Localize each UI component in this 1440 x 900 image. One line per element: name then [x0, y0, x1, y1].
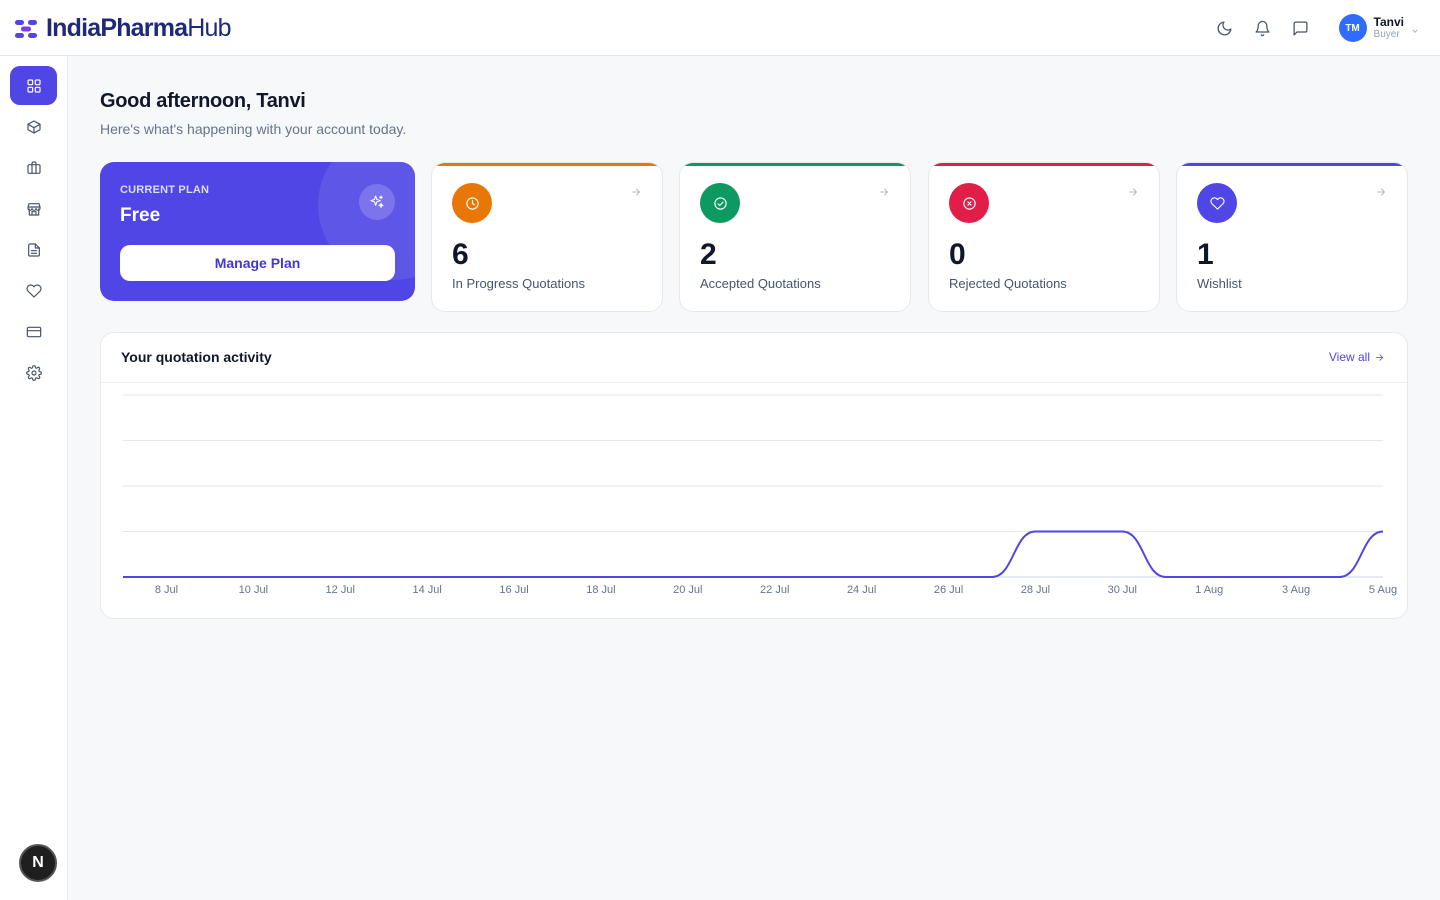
brand-name-bold: IndiaPharma [46, 14, 188, 42]
stat-accent-bar [929, 163, 1159, 166]
x-circle-icon [949, 183, 989, 223]
grid-icon [26, 78, 41, 93]
stat-accent-bar [432, 163, 662, 166]
sidebar: N [0, 56, 68, 900]
quotation-activity-panel: Your quotation activity View all 8 Jul 10… [100, 332, 1408, 619]
moon-icon [1217, 20, 1232, 35]
stat-label: Wishlist [1197, 276, 1242, 291]
sidebar-item-settings[interactable] [10, 353, 57, 392]
box-icon [26, 119, 41, 134]
arrow-right-icon [878, 185, 890, 197]
bell-icon [1255, 20, 1270, 36]
x-tick-label: 18 Jul [586, 584, 615, 596]
stat-label: Rejected Quotations [949, 276, 1067, 291]
header-actions: TM Tanvi Buyer [1203, 12, 1420, 44]
view-all-link[interactable]: View all [1329, 350, 1385, 364]
store-icon [26, 202, 41, 216]
x-tick-label: 12 Jul [326, 584, 355, 596]
arrow-right-icon [1127, 185, 1139, 197]
page-subtitle: Here's what's happening with your accoun… [100, 121, 407, 137]
stat-accent-bar [1177, 163, 1407, 166]
stat-card-rejected[interactable]: 0 Rejected Quotations [928, 162, 1160, 312]
arrow-right-icon [1375, 353, 1384, 361]
arrow-right-icon [1375, 185, 1387, 197]
top-header: IndiaPharmaHub TM Tanvi Buyer [0, 0, 1440, 56]
stat-card-accepted[interactable]: 2 Accepted Quotations [679, 162, 911, 312]
manage-plan-button[interactable]: Manage Plan [120, 245, 395, 281]
credit-card-icon [26, 326, 41, 337]
avatar: TM [1338, 14, 1367, 42]
x-tick-label: 24 Jul [847, 584, 876, 596]
view-all-label: View all [1328, 350, 1370, 364]
x-tick-label: 20 Jul [673, 584, 702, 596]
sidebar-item-dashboard[interactable] [10, 66, 57, 105]
plan-name: Free [120, 205, 161, 226]
notifications-button[interactable] [1247, 12, 1279, 44]
check-circle-icon [700, 183, 740, 223]
clock-icon [452, 183, 492, 223]
activity-title: Your quotation activity [121, 349, 272, 365]
sidebar-item-wishlist[interactable] [10, 271, 57, 310]
x-tick-label: 26 Jul [934, 584, 963, 596]
brand-name: IndiaPharmaHub [46, 14, 232, 43]
x-tick-label: 22 Jul [760, 584, 789, 596]
stat-value: 2 [700, 238, 717, 271]
briefcase-icon [26, 160, 41, 174]
x-tick-label: 3 Aug [1282, 584, 1310, 596]
sparkles-icon [359, 184, 395, 220]
user-menu[interactable]: TM Tanvi Buyer [1338, 14, 1420, 42]
document-icon [27, 242, 40, 257]
stat-label: Accepted Quotations [700, 276, 821, 291]
theme-toggle-button[interactable] [1209, 12, 1241, 44]
x-tick-label: 16 Jul [499, 584, 528, 596]
current-plan-card: CURRENT PLAN Free Manage Plan [100, 162, 415, 301]
x-tick-label: 10 Jul [239, 584, 268, 596]
stat-label: In Progress Quotations [452, 276, 585, 291]
activity-chart: 8 Jul 10 Jul 12 Jul 14 Jul 16 Jul 18 Jul 20 Ju… [122, 394, 1397, 596]
user-name: Tanvi [1373, 14, 1404, 29]
brand-logo[interactable]: IndiaPharmaHub [14, 14, 232, 43]
stat-card-in-progress[interactable]: 6 In Progress Quotations [431, 162, 663, 312]
stat-accent-bar [680, 163, 910, 166]
heart-icon [1197, 183, 1237, 223]
brand-name-light: Hub [187, 14, 231, 42]
heart-icon [25, 283, 42, 298]
sidebar-item-billing[interactable] [10, 312, 57, 351]
messages-button[interactable] [1285, 12, 1317, 44]
x-tick-label: 8 Jul [155, 584, 178, 596]
sidebar-item-store[interactable] [10, 189, 57, 228]
x-tick-label: 14 Jul [412, 584, 441, 596]
n-badge-button[interactable]: N [19, 844, 57, 882]
user-info: Tanvi Buyer [1373, 14, 1404, 41]
sidebar-item-suppliers[interactable] [10, 148, 57, 187]
x-tick-label: 5 Aug [1369, 584, 1397, 596]
user-role: Buyer [1373, 29, 1400, 41]
stat-value: 1 [1197, 238, 1214, 271]
message-icon [1293, 20, 1308, 36]
chevron-down-icon [1410, 23, 1420, 33]
arrow-right-icon [630, 185, 642, 197]
x-tick-label: 30 Jul [1108, 584, 1137, 596]
gear-icon [25, 364, 42, 381]
sidebar-item-quotations[interactable] [10, 230, 57, 269]
stat-value: 0 [949, 238, 966, 271]
stat-value: 6 [452, 238, 469, 271]
logo-mark-icon [15, 19, 37, 38]
stat-card-wishlist[interactable]: 1 Wishlist [1176, 162, 1408, 312]
series-line [122, 530, 1384, 578]
x-tick-label: 1 Aug [1195, 584, 1223, 596]
page-title: Good afternoon, Tanvi [100, 90, 306, 112]
activity-header: Your quotation activity View all [101, 333, 1407, 383]
plan-label: CURRENT PLAN [120, 184, 210, 196]
x-tick-label: 28 Jul [1021, 584, 1050, 596]
sidebar-item-products[interactable] [10, 107, 57, 146]
